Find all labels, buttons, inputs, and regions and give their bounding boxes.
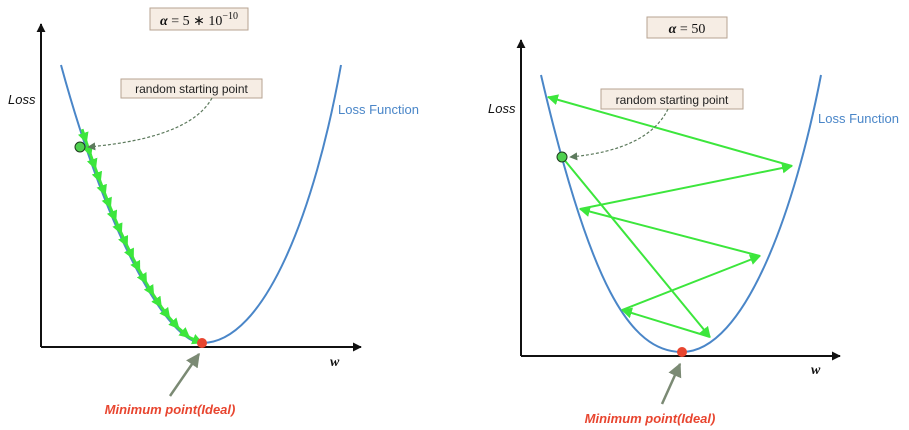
start-point [74, 141, 86, 153]
loss-function-curve [540, 74, 822, 354]
minimum-pointer-arrow [660, 362, 682, 405]
loss-function-label: Loss Function [818, 111, 899, 126]
gradient-step [159, 306, 171, 320]
start-label: random starting point [135, 82, 248, 96]
gradient-step [177, 326, 191, 339]
alpha-label-box [149, 7, 249, 31]
gradient-step [561, 156, 711, 338]
gradient-step [96, 181, 107, 196]
start-label: random starting point [616, 93, 729, 107]
gradient-step [143, 282, 155, 297]
panel-small-alpha: α = 5 ∗ 10−10 Loss w Loss Function rando… [8, 7, 419, 417]
alpha-label: α = 50 [669, 22, 706, 37]
start-label-box [120, 78, 263, 99]
gradient-step [78, 128, 89, 144]
gradient-step [621, 254, 762, 311]
alpha-label: α = 5 ∗ 10−10 [160, 11, 238, 29]
gradient-step [136, 270, 148, 285]
minimum-label: Minimum point(Ideal) [105, 402, 236, 417]
gradient-step [106, 207, 118, 222]
gradient-step [91, 168, 103, 183]
gradient-step [130, 258, 142, 273]
minimum-pointer-arrow [168, 352, 201, 397]
y-axis-label: Loss [8, 92, 36, 107]
gradient-step [579, 162, 794, 210]
minimum-label: Minimum point(Ideal) [585, 411, 716, 426]
loss-function-label: Loss Function [338, 102, 419, 117]
gradient-step [151, 294, 163, 308]
start-point [556, 151, 568, 163]
gradient-step [620, 307, 711, 338]
y-axis-label: Loss [488, 101, 516, 116]
x-axis-label: w [330, 355, 340, 370]
x-axis-label: w [811, 363, 821, 378]
minimum-point [677, 347, 687, 357]
gradient-step [118, 232, 129, 248]
loss-function-curve [60, 64, 342, 345]
gradient-step [546, 94, 793, 167]
gradient-step [112, 220, 123, 235]
start-label-box [600, 88, 744, 110]
gradient-step [168, 317, 180, 330]
gradient-step [101, 194, 112, 209]
panel-large-alpha: α = 50 Loss w Loss Function random start… [488, 16, 899, 426]
alpha-label-box [646, 16, 728, 39]
gradient-step [86, 155, 98, 170]
gradient-step [578, 206, 761, 257]
gradient-steps [546, 94, 794, 338]
start-pointer-arrow [87, 97, 213, 151]
gradient-steps [78, 128, 204, 345]
minimum-point [197, 338, 207, 348]
gradient-step [124, 245, 135, 260]
